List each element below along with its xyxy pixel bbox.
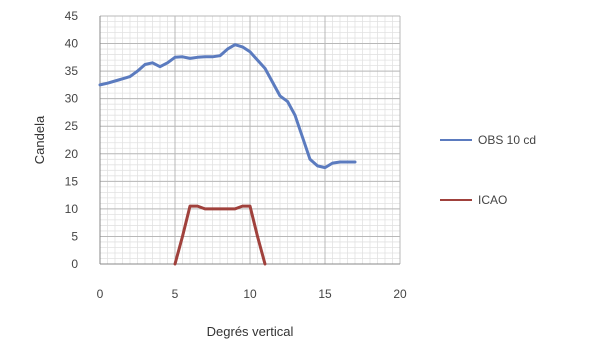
y-tick-label: 0 [71,257,78,271]
axes [99,16,400,265]
y-axis-title: Candela [32,115,47,164]
y-tick-label: 15 [65,174,79,188]
x-tick-label: 20 [393,287,407,301]
legend-label: OBS 10 cd [478,133,536,147]
x-tick-label: 15 [318,287,332,301]
y-tick-label: 30 [65,92,79,106]
x-tick-label: 0 [97,287,104,301]
y-tick-label: 20 [65,147,79,161]
y-tick-label: 10 [65,202,79,216]
x-axis-title: Degrés vertical [207,324,294,339]
y-tick-label: 40 [65,37,79,51]
x-tick-label: 5 [172,287,179,301]
series-line-0 [98,43,357,170]
series-line-1 [173,204,267,266]
series-lines [98,43,357,266]
legend-label: ICAO [478,193,507,207]
x-tick-label: 10 [243,287,257,301]
legend: OBS 10 cd ICAO [440,133,536,207]
y-tick-label: 45 [65,9,79,23]
tick-labels: 0 5 10 15 20 0 5 10 15 20 25 30 35 40 45 [65,9,407,301]
y-tick-label: 35 [65,64,79,78]
y-tick-label: 5 [71,229,78,243]
y-tick-label: 25 [65,119,79,133]
